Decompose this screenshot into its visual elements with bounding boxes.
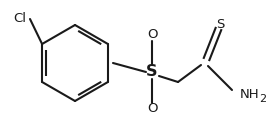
Text: O: O: [147, 103, 157, 116]
Text: NH: NH: [240, 88, 260, 102]
Text: O: O: [147, 29, 157, 41]
Text: 2: 2: [259, 94, 266, 104]
Text: S: S: [216, 18, 224, 32]
Text: Cl: Cl: [13, 12, 26, 25]
Text: S: S: [146, 65, 158, 79]
